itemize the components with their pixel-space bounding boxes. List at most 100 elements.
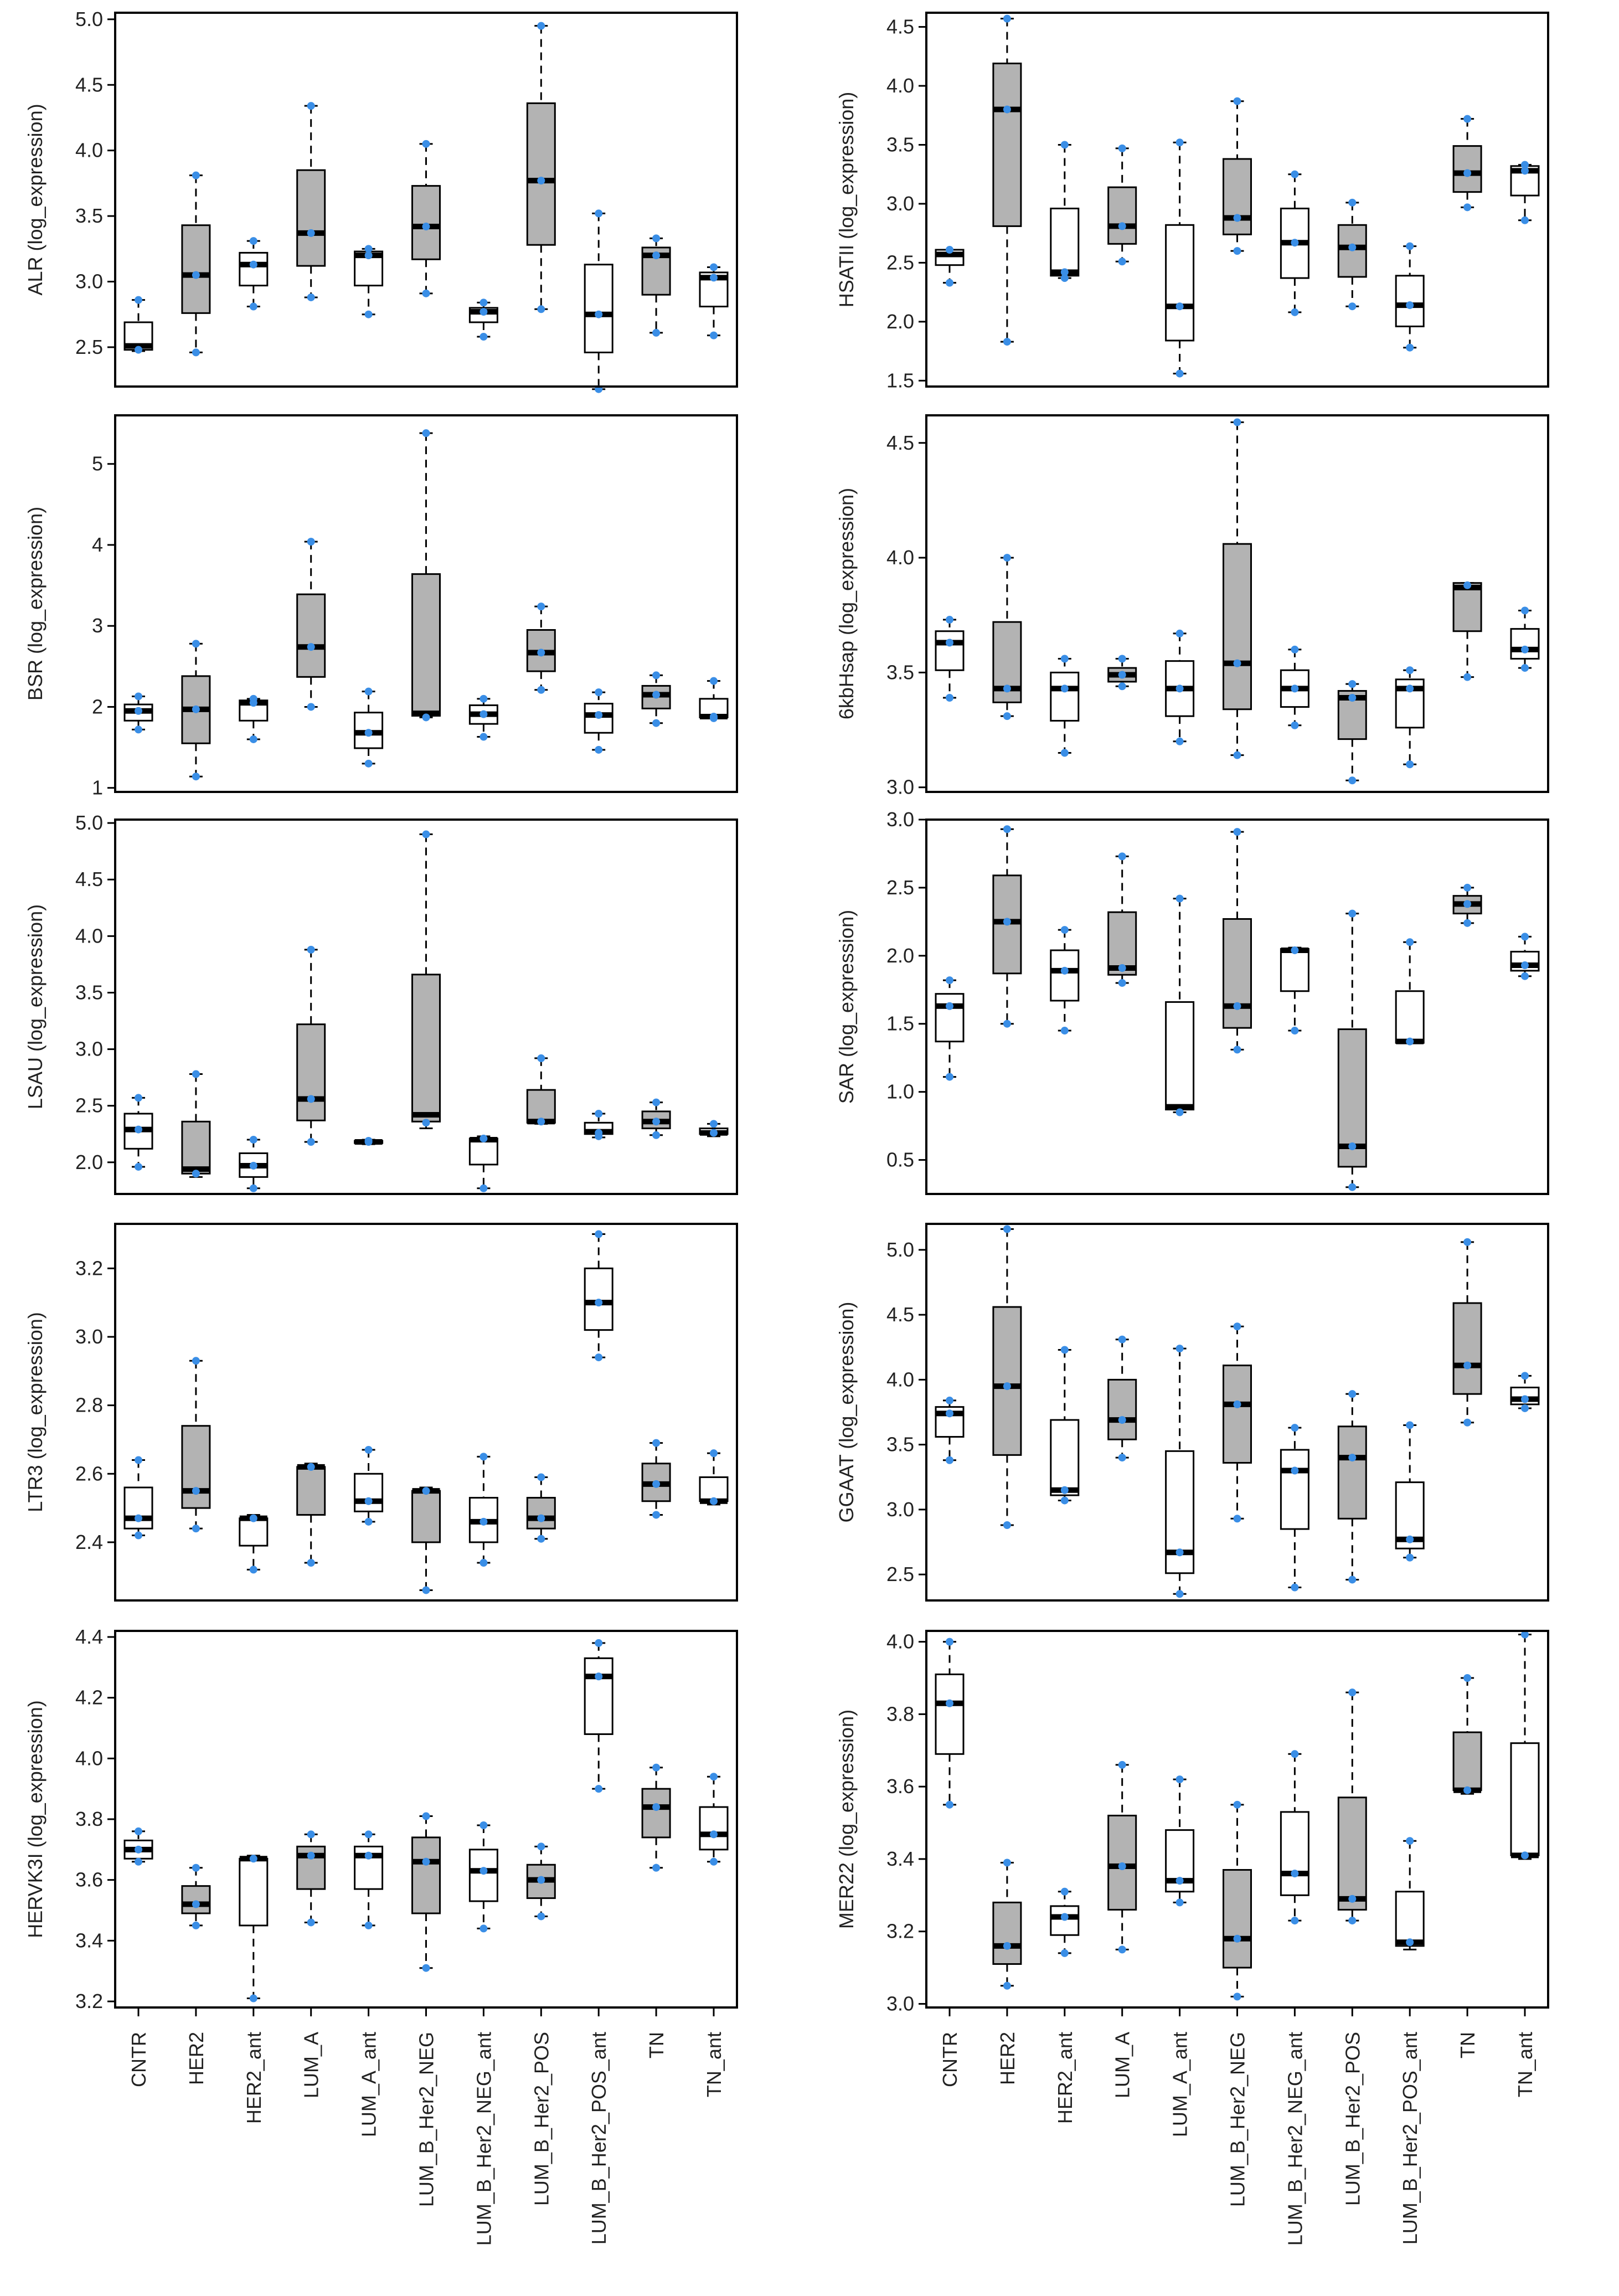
box-group-LUM_B_Her2_POS_ant [584,1639,613,1793]
data-point [946,616,953,624]
data-point [1175,629,1184,637]
box-iqr [1280,1449,1309,1530]
data-point [479,1559,488,1567]
box-group-TN [641,234,671,337]
data-point [307,643,315,651]
data-point [1406,1421,1414,1429]
x-tick-label-TN_ant: TN_ant [703,2032,725,2097]
data-point [1060,1027,1069,1035]
data-point [249,1514,257,1522]
x-tick-label-CNTR: CNTR [127,2032,150,2087]
data-point [1406,1938,1414,1947]
data-point [135,1125,142,1134]
y-tick-label: 4.4 [75,1625,103,1648]
y-tick-label: 2.0 [75,1151,103,1173]
data-point [1233,214,1241,222]
y-axis-label: HERVK3I (log_expression) [24,1700,47,1938]
box-group-TN_ant [1510,161,1540,224]
data-point [307,1095,315,1103]
data-point [537,1118,545,1126]
x-tick-label-LUM_B_Her2_NEG: LUM_B_Her2_NEG [415,2032,438,2207]
data-point [1175,1590,1184,1598]
box-group-LUM_B_Her2_NEG_ant [468,1134,498,1192]
data-point [1060,1486,1069,1494]
x-tick-label-HER2: HER2 [996,2032,1019,2085]
data-point [1291,1750,1299,1758]
box-iqr [1107,1378,1137,1440]
box-group-LUM_A_ant [1165,894,1195,1116]
box-group-HER2_ant [1050,1887,1080,1957]
data-point [1175,737,1184,745]
y-tick-label: 3.5 [75,204,103,227]
box-group-TN_ant [1510,606,1540,672]
data-point [1406,301,1414,310]
x-tick-label-LUM_B_Her2_POS: LUM_B_Her2_POS [1341,2032,1364,2206]
data-point [1118,258,1126,266]
data-point [1175,1898,1184,1907]
data-point [710,1497,718,1505]
data-point [946,694,953,702]
data-point [1521,645,1529,653]
data-point [1521,1372,1529,1380]
data-point [1118,1760,1126,1769]
box-iqr [992,63,1022,227]
box-group-TN_ant [1510,933,1540,980]
box-iqr [468,1137,498,1166]
box-group-LUM_B_Her2_POS_ant [584,1109,613,1140]
box-group-LUM_A_ant [1165,1345,1195,1598]
data-point [1233,418,1241,426]
box-group-CNTR [935,976,965,1081]
box-group-LUM_B_Her2_POS_ant [584,688,613,754]
data-point [422,1487,430,1495]
box-iqr [181,224,211,314]
data-point [710,1120,718,1128]
data-point [652,1511,661,1519]
box-group-LUM_B_Her2_POS_ant [1395,1837,1425,1950]
y-tick-label: 3.0 [75,1038,103,1061]
box-group-LUM_B_Her2_POS_ant [1395,666,1425,769]
box-iqr [181,1885,211,1914]
y-tick-label: 3.0 [75,1325,103,1348]
box-group-HER2_ant [1050,926,1080,1035]
data-point [1348,1142,1357,1150]
data-point [1060,1887,1069,1896]
data-point [1291,721,1299,729]
y-axis-label: HSATII (log_expression) [835,92,858,307]
data-point [1003,1382,1011,1391]
data-point [364,245,373,253]
y-tick-label: 2.5 [886,876,914,899]
box-group-HER2_ant [239,1513,269,1574]
data-point [946,1800,953,1809]
y-tick-label: 1.0 [886,1080,914,1103]
data-point [1348,243,1357,251]
data-point [595,1299,603,1307]
box-iqr [1107,186,1137,245]
y-tick-label: 4.0 [75,139,103,162]
data-point [1291,645,1299,653]
data-point [1233,1800,1241,1809]
box-group-LUM_B_Her2_NEG [1223,828,1252,1054]
axes-frame [114,818,738,1195]
box-iqr [1395,1891,1425,1947]
data-point [1521,1404,1529,1412]
data-point [364,1921,373,1929]
data-point [192,640,200,648]
data-point [1233,828,1241,836]
data-point [1348,198,1357,207]
y-tick-label: 5.0 [886,1238,914,1261]
axes-frame [925,1223,1549,1602]
data-point [479,1453,488,1461]
y-tick-label: 3.2 [75,1990,103,2012]
box-group-LUM_B_Her2_NEG_ant [1280,645,1309,729]
data-point [135,1531,142,1540]
data-point [946,279,953,287]
box-group-HER2_ant [239,1135,269,1192]
data-point [1406,1535,1414,1543]
data-point [1463,673,1472,681]
data-point [192,1921,200,1929]
data-point [249,237,257,245]
data-point [1060,1346,1069,1354]
data-point [652,671,661,679]
data-point [710,677,718,685]
data-point [135,1162,142,1171]
